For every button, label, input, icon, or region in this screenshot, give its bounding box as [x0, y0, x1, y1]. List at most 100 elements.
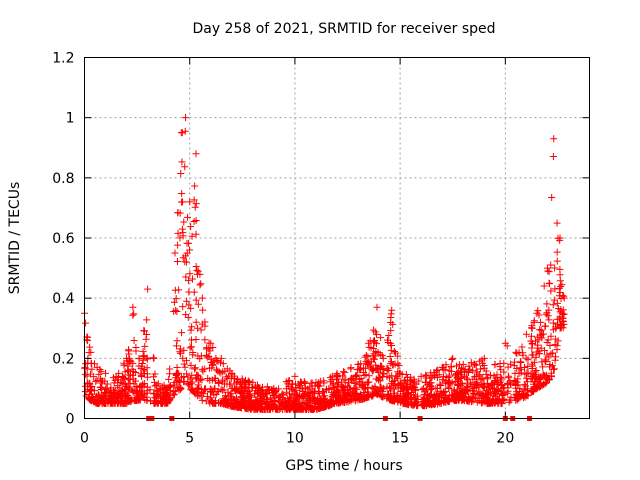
data-point [538, 330, 546, 338]
data-point [255, 400, 263, 408]
data-point [473, 391, 481, 399]
data-point [128, 396, 136, 404]
data-point [387, 387, 395, 395]
data-point [187, 343, 195, 351]
y-tick-label: 1.2 [52, 51, 74, 67]
data-point [279, 391, 287, 399]
data-point [263, 383, 271, 391]
data-point [170, 298, 178, 306]
data-point [318, 387, 326, 395]
data-point [118, 374, 126, 382]
data-point [456, 375, 464, 383]
data-point [165, 383, 173, 391]
data-point [545, 268, 553, 276]
data-point [539, 370, 547, 378]
data-point [150, 354, 158, 362]
data-point [84, 379, 92, 387]
data-point [246, 392, 254, 400]
data-point [291, 398, 299, 406]
data-point [194, 300, 202, 308]
data-point [330, 391, 338, 399]
data-point [549, 349, 557, 357]
data-point [388, 358, 396, 366]
data-point [143, 364, 151, 372]
axis-ticks: 0 0.2 0.4 0.6 0.8 1 1.2 0 5 10 15 20 [52, 51, 590, 447]
data-point [542, 322, 550, 330]
data-point [447, 362, 455, 370]
data-point [177, 385, 185, 393]
data-point [181, 127, 189, 135]
data-point [388, 306, 396, 314]
data-point [291, 372, 299, 380]
data-point [88, 365, 96, 373]
data-point [517, 359, 525, 367]
data-point [386, 352, 394, 360]
data-point [207, 397, 215, 405]
data-point [188, 232, 196, 240]
data-point [306, 392, 314, 400]
data-point [219, 400, 227, 408]
data-point [238, 375, 246, 383]
data-point [150, 373, 158, 381]
data-point [283, 403, 291, 411]
data-point [553, 219, 561, 227]
data-point [301, 384, 309, 392]
data-point [275, 405, 283, 413]
data-point [221, 395, 229, 403]
data-point [488, 379, 496, 387]
data-point [87, 370, 95, 378]
data-point [540, 372, 548, 380]
data-point [165, 394, 173, 402]
data-point [143, 355, 151, 363]
data-point [339, 368, 347, 376]
data-point [156, 397, 164, 405]
data-point [182, 273, 190, 281]
y-tick-label: 0.8 [52, 171, 74, 187]
data-point [370, 345, 378, 353]
data-point [183, 297, 191, 305]
data-point [384, 336, 392, 344]
data-point [248, 403, 256, 411]
data-point [223, 380, 231, 388]
data-point [407, 373, 415, 381]
data-point [199, 306, 207, 314]
data-point [384, 391, 392, 399]
data-point [412, 380, 420, 388]
data-point [460, 388, 468, 396]
data-point [143, 383, 151, 391]
data-point [203, 392, 211, 400]
chart-title: Day 258 of 2021, SRMTID for receiver spe… [192, 21, 495, 37]
data-point [512, 348, 520, 356]
data-point [194, 324, 202, 332]
data-point [546, 341, 554, 349]
data-point [477, 380, 485, 388]
data-point [365, 378, 373, 386]
data-point [357, 390, 365, 398]
data-point [290, 403, 298, 411]
data-point [373, 303, 381, 311]
data-point [332, 376, 340, 384]
data-point [554, 337, 562, 345]
data-point [355, 366, 363, 374]
data-point [424, 392, 432, 400]
data-point [438, 363, 446, 371]
data-point [178, 225, 186, 233]
data-point [219, 376, 227, 384]
data-point [504, 387, 512, 395]
data-point [514, 375, 522, 383]
data-point [173, 337, 181, 345]
data-point [342, 392, 350, 400]
data-point [372, 361, 380, 369]
data-point [245, 378, 253, 386]
data-point [196, 281, 204, 289]
data-point [519, 349, 527, 357]
data-point [501, 339, 509, 347]
data-point [233, 379, 241, 387]
data-point [524, 362, 532, 370]
data-point [138, 362, 146, 370]
data-point [162, 399, 170, 407]
data-point [194, 267, 202, 275]
data-point [227, 389, 235, 397]
data-point [192, 296, 200, 304]
data-point [470, 373, 478, 381]
